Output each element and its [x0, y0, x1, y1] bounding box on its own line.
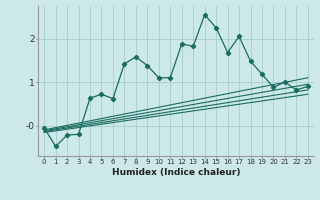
X-axis label: Humidex (Indice chaleur): Humidex (Indice chaleur)	[112, 168, 240, 177]
